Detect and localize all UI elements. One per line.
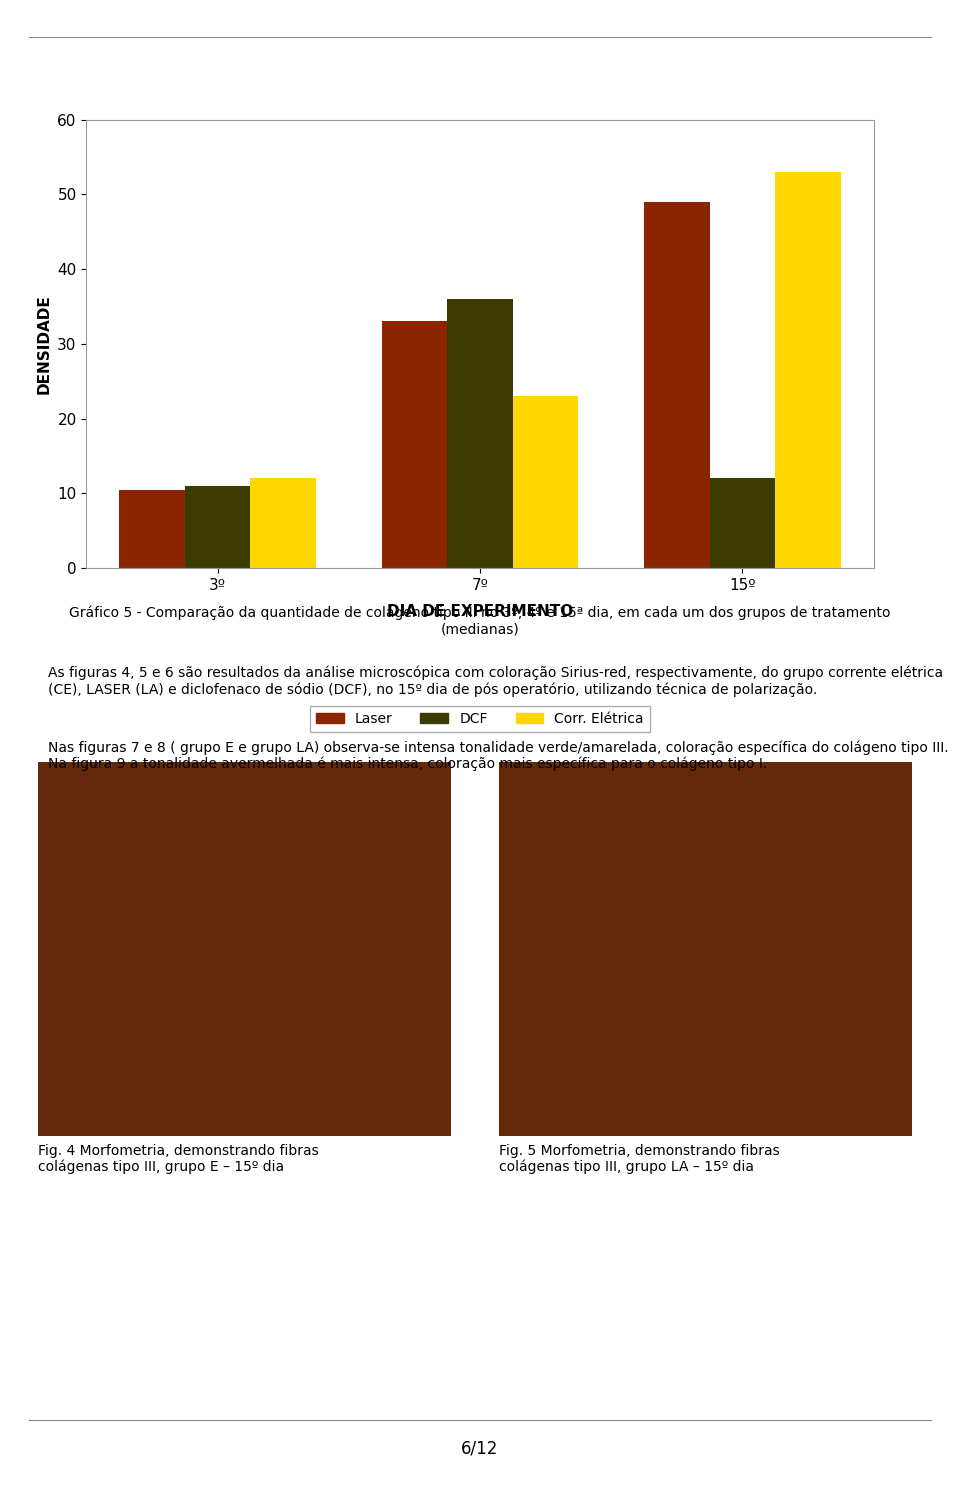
Text: Fig. 4 Morfometria, demonstrando fibras
colágenas tipo III, grupo E – 15º dia: Fig. 4 Morfometria, demonstrando fibras … <box>38 1144 319 1175</box>
Bar <box>381 321 447 568</box>
Bar <box>513 396 578 568</box>
Legend: Laser, DCF, Corr. Elétrica: Laser, DCF, Corr. Elétrica <box>310 707 650 731</box>
X-axis label: DIA DE EXPERIMENTO: DIA DE EXPERIMENTO <box>387 604 573 619</box>
Bar <box>775 172 841 568</box>
Text: Fig. 5 Morfometria, demonstrando fibras
colágenas tipo III, grupo LA – 15º dia: Fig. 5 Morfometria, demonstrando fibras … <box>499 1144 780 1175</box>
Bar <box>119 490 184 568</box>
Y-axis label: DENSIDADE: DENSIDADE <box>36 295 52 393</box>
Bar <box>251 478 316 568</box>
Text: Nas figuras 7 e 8 ( grupo E e grupo LA) observa-se intensa tonalidade verde/amar: Nas figuras 7 e 8 ( grupo E e grupo LA) … <box>48 740 948 771</box>
Text: As figuras 4, 5 e 6 são resultados da análise microscópica com coloração Sirius-: As figuras 4, 5 e 6 são resultados da an… <box>48 665 943 697</box>
Bar <box>709 478 775 568</box>
Text: Gráfico 5 - Comparação da quantidade de colágeno tipo III no 3º, 4º e 15ª dia, e: Gráfico 5 - Comparação da quantidade de … <box>69 605 891 637</box>
Bar <box>447 299 513 568</box>
Bar <box>184 486 251 568</box>
Text: 6/12: 6/12 <box>462 1440 498 1458</box>
Bar <box>644 202 709 568</box>
